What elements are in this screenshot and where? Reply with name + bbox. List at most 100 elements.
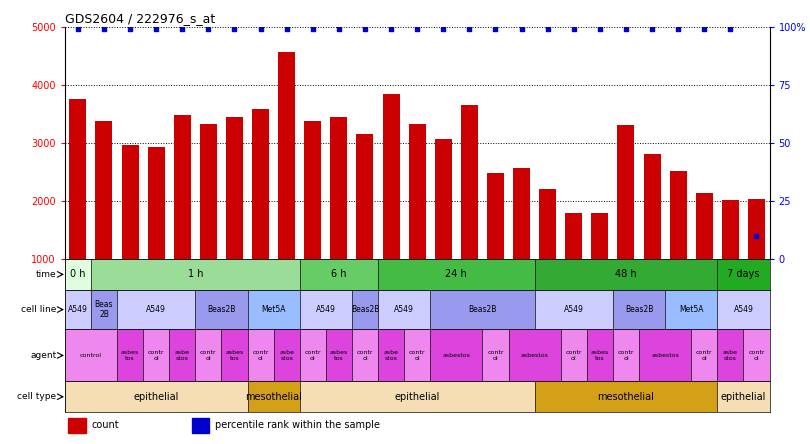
Text: Met5A: Met5A [262, 305, 286, 314]
Bar [409, 124, 425, 259]
Bar [539, 189, 556, 259]
Point [437, 25, 450, 32]
Point [71, 25, 84, 32]
Bar [435, 139, 452, 259]
Point [620, 25, 633, 32]
Bar [352, 329, 378, 381]
Point [541, 25, 554, 32]
Bar [670, 171, 687, 259]
Text: A549: A549 [147, 305, 166, 314]
Bar [430, 329, 483, 381]
Text: asbestos: asbestos [442, 353, 471, 358]
Text: time: time [36, 270, 57, 279]
Bar [248, 289, 300, 329]
Text: contr
ol: contr ol [696, 350, 713, 361]
Point [385, 25, 398, 32]
Bar [91, 289, 117, 329]
Text: count: count [92, 420, 119, 430]
Text: Beas2B: Beas2B [625, 305, 653, 314]
Text: 48 h: 48 h [615, 270, 637, 279]
Point [463, 25, 475, 32]
Bar [509, 329, 561, 381]
Text: asbes
tos: asbes tos [121, 350, 139, 361]
Text: 6 h: 6 h [331, 270, 347, 279]
Text: asbe
stos: asbe stos [175, 350, 190, 361]
Text: 24 h: 24 h [446, 270, 467, 279]
Bar [591, 213, 608, 259]
Text: control: control [80, 353, 102, 358]
Text: contr
ol: contr ol [618, 350, 634, 361]
Bar [300, 329, 326, 381]
Bar [274, 329, 300, 381]
Bar [195, 289, 248, 329]
Bar [252, 109, 269, 259]
Bar [278, 52, 295, 259]
Bar [65, 289, 91, 329]
Bar [586, 329, 613, 381]
Text: A549: A549 [316, 305, 335, 314]
Point [332, 25, 345, 32]
Bar [91, 259, 300, 289]
Text: Beas
2B: Beas 2B [95, 300, 113, 319]
Text: 7 days: 7 days [727, 270, 760, 279]
Text: contr
ol: contr ol [252, 350, 269, 361]
Text: asbes
tos: asbes tos [330, 350, 348, 361]
Bar [122, 145, 139, 259]
Bar [96, 121, 113, 259]
Bar [68, 417, 86, 432]
Text: contr
ol: contr ol [748, 350, 765, 361]
Bar [644, 154, 660, 259]
Text: epithelial: epithelial [134, 392, 179, 402]
Bar [613, 289, 665, 329]
Bar [722, 200, 739, 259]
Point [202, 25, 215, 32]
Text: epithelial: epithelial [721, 392, 766, 402]
Bar [300, 289, 352, 329]
Bar [248, 329, 274, 381]
Bar [430, 289, 535, 329]
Bar [744, 329, 770, 381]
Point [280, 25, 293, 32]
Point [646, 25, 659, 32]
Bar [561, 329, 586, 381]
Bar [691, 329, 718, 381]
Text: Beas2B: Beas2B [468, 305, 497, 314]
Text: GDS2604 / 222976_s_at: GDS2604 / 222976_s_at [65, 12, 215, 25]
Bar [200, 124, 217, 259]
Point [594, 25, 607, 32]
Point [697, 25, 710, 32]
Bar [535, 259, 718, 289]
Text: percentile rank within the sample: percentile rank within the sample [215, 420, 380, 430]
Text: asbe
stos: asbe stos [384, 350, 399, 361]
Point [176, 25, 189, 32]
Bar [718, 259, 769, 289]
Point [724, 25, 737, 32]
Text: epithelial: epithelial [394, 392, 440, 402]
Text: cell line: cell line [21, 305, 57, 314]
Bar [65, 329, 117, 381]
Bar [748, 199, 765, 259]
Text: asbe
stos: asbe stos [723, 350, 738, 361]
Bar [300, 381, 535, 412]
Text: mesothelial: mesothelial [245, 392, 302, 402]
Bar [169, 329, 195, 381]
Text: contr
ol: contr ol [409, 350, 425, 361]
Point [150, 25, 163, 32]
Text: contr
ol: contr ol [148, 350, 164, 361]
Bar [300, 259, 378, 289]
Point [306, 25, 319, 32]
Text: A549: A549 [564, 305, 584, 314]
Text: Met5A: Met5A [679, 305, 703, 314]
Text: asbestos: asbestos [521, 353, 548, 358]
Text: asbes
tos: asbes tos [225, 350, 244, 361]
Bar [117, 289, 195, 329]
Bar [461, 104, 478, 259]
Text: Beas2B: Beas2B [207, 305, 236, 314]
Bar [143, 329, 169, 381]
Bar [147, 147, 164, 259]
Text: A549: A549 [734, 305, 753, 314]
Point [750, 232, 763, 239]
Bar [718, 289, 769, 329]
Bar [535, 289, 613, 329]
Bar [378, 259, 535, 289]
